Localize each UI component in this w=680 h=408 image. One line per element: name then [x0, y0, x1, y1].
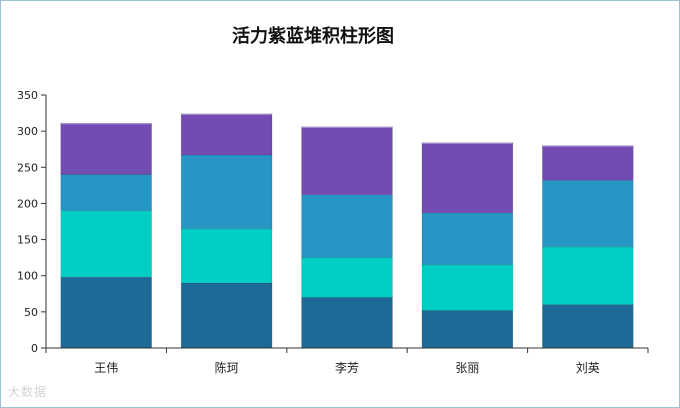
y-tick-label: 0	[31, 342, 38, 355]
x-category-label: 刘英	[576, 361, 600, 375]
bar-segment-3-2	[301, 257, 393, 298]
bar-highlight-2	[181, 113, 272, 115]
x-category-label: 陈珂	[215, 360, 239, 375]
bar-segment-4-1	[421, 310, 514, 349]
y-tick-label: 200	[17, 197, 38, 210]
y-tick-label: 50	[24, 306, 38, 319]
bar-highlight-4	[422, 142, 513, 144]
y-tick-label: 300	[17, 125, 38, 138]
bar-highlight-3	[302, 126, 392, 129]
bar-highlight-1	[61, 123, 152, 125]
bar-segment-5-3	[541, 179, 634, 248]
bar-segment-5-2	[541, 246, 634, 306]
x-category-label: 张丽	[455, 361, 479, 375]
bar-segment-1-2	[60, 210, 153, 278]
bar-segment-1-3	[60, 174, 153, 212]
bar-segment-5-1	[541, 304, 634, 349]
bar-segment-3-4	[301, 126, 393, 196]
y-tick-label: 350	[17, 89, 38, 102]
bar-segment-2-1	[180, 282, 273, 349]
x-category-label: 王伟	[94, 361, 118, 375]
bar-highlight-5	[542, 145, 633, 147]
bar-segment-1-4	[60, 122, 153, 175]
chart-title: 活力紫蓝堆积柱形图	[232, 26, 394, 47]
y-tick-label: 250	[17, 161, 38, 174]
bar-segment-4-2	[421, 264, 514, 311]
y-tick-label: 150	[17, 234, 38, 247]
axes-layer: 0 50 100 150 200 250 300 350 王伟 陈珂 李芳 张丽 刘英	[17, 89, 649, 375]
x-category-label: 李芳	[335, 360, 359, 375]
bar-segment-1-1	[60, 276, 153, 349]
bar-segment-3-3	[301, 194, 393, 259]
bar-segment-2-3	[180, 154, 273, 230]
bars-layer	[60, 113, 634, 349]
watermark: 大数据	[8, 385, 48, 399]
bar-segment-2-2	[180, 228, 273, 284]
bar-segment-5-4	[541, 145, 634, 181]
bar-segment-3-1	[301, 296, 393, 349]
bar-segment-4-4	[421, 142, 514, 214]
bar-segment-4-3	[421, 212, 514, 266]
bar-segment-2-4	[180, 113, 273, 156]
y-tick-label: 100	[17, 270, 38, 283]
